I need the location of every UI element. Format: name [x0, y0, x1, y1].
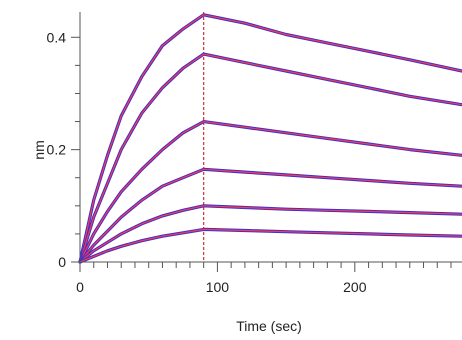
fit-curve-2 — [79, 53, 462, 263]
y-tick-label: 0.2 — [47, 142, 67, 158]
axes: 0 100 200 0 0.2 0.4 — [47, 12, 462, 295]
plot-area — [78, 12, 462, 264]
x-axis-title: Time (sec) — [236, 318, 302, 334]
fit-curve-3 — [79, 120, 462, 263]
x-tick-label: 200 — [343, 279, 367, 295]
x-tick-label: 0 — [76, 279, 84, 295]
fit-curve-5 — [79, 205, 462, 263]
fit-curve-4 — [79, 168, 462, 263]
x-tick-label: 100 — [206, 279, 230, 295]
y-tick-label: 0.4 — [47, 29, 67, 45]
fit-curve-1 — [79, 14, 462, 263]
y-axis-title: nm — [31, 140, 47, 159]
fit-curve-6 — [79, 228, 462, 263]
y-tick-label: 0 — [58, 254, 66, 270]
